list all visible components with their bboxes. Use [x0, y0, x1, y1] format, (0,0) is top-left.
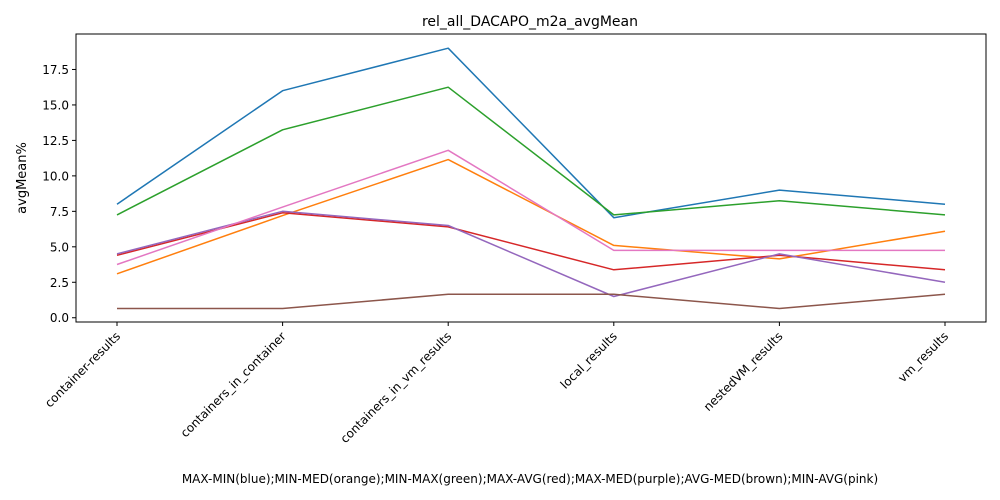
x-tick-label: vm_results	[895, 329, 951, 385]
x-axis: container-results containers_in_container…	[42, 322, 951, 446]
x-tick-label: containers_in_container	[178, 329, 289, 440]
y-tick-label: 10.0	[42, 169, 69, 183]
y-tick-label: 12.5	[42, 134, 69, 148]
series-line-3	[116, 212, 946, 271]
series-line-2	[116, 86, 946, 216]
y-tick-label: 5.0	[50, 240, 69, 254]
x-tick-label: local_results	[558, 329, 620, 391]
series-line-6	[116, 149, 945, 266]
y-axis: 0.0 2.5 5.0 7.5 10.0 12.5 15.0 17.5	[42, 63, 76, 325]
x-tick-label: containers_in_vm_results	[338, 329, 455, 446]
plot-area-frame	[75, 33, 987, 323]
y-axis-title: avgMean%	[15, 142, 30, 214]
series-lines	[116, 47, 946, 310]
series-line-5	[117, 293, 946, 310]
y-tick-label: 7.5	[50, 205, 69, 219]
x-tick-label: nestedVM_results	[701, 329, 786, 414]
series-line-0	[116, 47, 946, 219]
y-tick-label: 0.0	[50, 311, 69, 325]
x-axis-title: MAX-MIN(blue);MIN-MED(orange);MIN-MAX(gr…	[182, 472, 878, 486]
series-line-4	[116, 210, 946, 298]
y-tick-label: 15.0	[42, 98, 69, 112]
y-tick-label: 17.5	[42, 63, 69, 77]
x-tick-label: container-results	[42, 329, 123, 410]
chart-title: rel_all_DACAPO_m2a_avgMean	[422, 14, 638, 30]
y-tick-label: 2.5	[50, 276, 69, 290]
series-line-1	[116, 158, 946, 275]
